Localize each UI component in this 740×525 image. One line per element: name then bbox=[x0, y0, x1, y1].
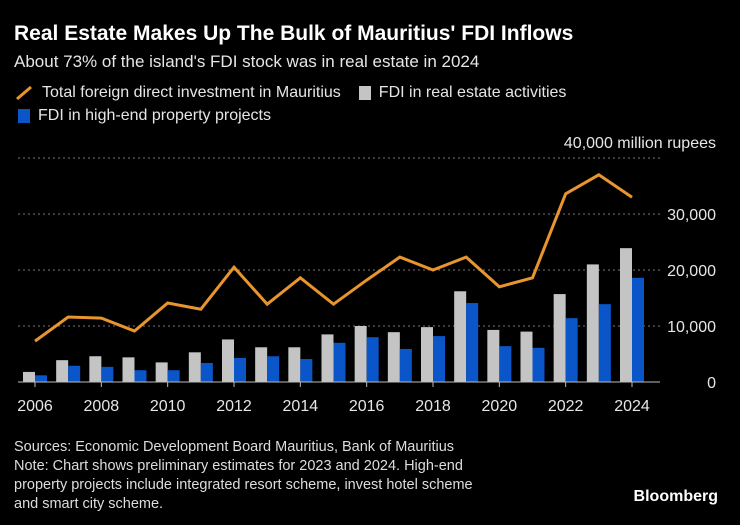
bar-high-end-2012 bbox=[234, 357, 246, 382]
x-tick-label: 2016 bbox=[349, 398, 385, 415]
bar-real-estate-2007 bbox=[56, 360, 69, 382]
bar-high-end-2019 bbox=[466, 303, 479, 382]
footer: Sources: Economic Development Board Maur… bbox=[14, 438, 473, 514]
unit-label: 40,000 million rupees bbox=[564, 135, 716, 152]
bar-high-end-2014 bbox=[300, 359, 313, 382]
line-swatch-icon bbox=[16, 85, 32, 101]
line-total-fdi bbox=[34, 173, 633, 343]
x-tick-label: 2008 bbox=[84, 398, 120, 415]
bar-high-end-2013 bbox=[267, 356, 280, 382]
bar-high-end-2024 bbox=[632, 277, 644, 382]
bar-real-estate-2008 bbox=[89, 356, 102, 382]
bar-real-estate-2006 bbox=[23, 371, 35, 382]
note-text: and smart city scheme. bbox=[14, 496, 164, 512]
y-tick-label: 10,000 bbox=[667, 319, 716, 336]
bar-high-end-2006 bbox=[35, 375, 47, 382]
note-text: Note: Chart shows preliminary estimates … bbox=[14, 458, 463, 474]
bar-swatch-icon bbox=[18, 109, 30, 123]
chart-subtitle: About 73% of the island's FDI stock was … bbox=[14, 52, 480, 71]
legend-label: Total foreign direct investment in Mauri… bbox=[42, 84, 341, 101]
legend-label: FDI in high-end property projects bbox=[38, 107, 271, 124]
x-tick-label: 2024 bbox=[614, 398, 650, 415]
bar-high-end-2007 bbox=[68, 365, 81, 382]
bar-high-end-2008 bbox=[101, 366, 114, 382]
y-tick-label: 30,000 bbox=[667, 207, 716, 224]
x-tick-label: 2022 bbox=[548, 398, 584, 415]
bar-high-end-2018 bbox=[433, 336, 445, 382]
x-tick-label: 2006 bbox=[17, 398, 53, 415]
bar-high-end-2011 bbox=[200, 362, 213, 382]
bar-high-end-2015 bbox=[333, 342, 346, 382]
bar-real-estate-2017 bbox=[387, 332, 400, 382]
legend-item-high-end: FDI in high-end property projects bbox=[14, 107, 271, 125]
x-tick-label: 2012 bbox=[216, 398, 252, 415]
bar-high-end-2021 bbox=[532, 347, 545, 382]
y-tick-label: 0 bbox=[707, 375, 716, 392]
bar-high-end-2022 bbox=[565, 318, 578, 382]
bar-real-estate-2014 bbox=[288, 347, 301, 382]
bar-real-estate-2013 bbox=[255, 347, 268, 382]
bloomberg-logo: Bloomberg bbox=[633, 488, 718, 505]
y-tick-label: 20,000 bbox=[667, 263, 716, 280]
bar-real-estate-2009 bbox=[122, 357, 135, 382]
bar-real-estate-2016 bbox=[354, 326, 367, 382]
bar-real-estate-2018 bbox=[421, 327, 433, 382]
bar-high-end-2020 bbox=[499, 346, 512, 382]
bar-real-estate-2012 bbox=[222, 339, 234, 382]
bar-high-end-2010 bbox=[167, 370, 180, 382]
bar-real-estate-2019 bbox=[454, 291, 467, 382]
bar-high-end-2023 bbox=[598, 304, 611, 382]
bar-real-estate-2023 bbox=[586, 264, 599, 382]
legend-item-total: Total foreign direct investment in Mauri… bbox=[14, 84, 341, 102]
bar-swatch-icon bbox=[358, 86, 371, 100]
bar-real-estate-2021 bbox=[520, 331, 533, 382]
chart-title: Real Estate Makes Up The Bulk of Mauriti… bbox=[14, 22, 574, 45]
legend-item-real-estate: FDI in real estate activities bbox=[358, 84, 567, 102]
legend-label: FDI in real estate activities bbox=[378, 84, 567, 101]
x-tick-label: 2010 bbox=[150, 398, 186, 415]
bar-real-estate-2020 bbox=[487, 329, 500, 382]
bar-real-estate-2024 bbox=[620, 248, 632, 382]
bar-real-estate-2010 bbox=[155, 362, 168, 382]
bar-high-end-2009 bbox=[134, 370, 147, 382]
x-tick-label: 2014 bbox=[283, 398, 319, 415]
x-tick-label: 2018 bbox=[415, 398, 451, 415]
note-text: property projects include integrated res… bbox=[14, 477, 473, 493]
bar-real-estate-2022 bbox=[553, 294, 566, 382]
bar-high-end-2017 bbox=[399, 348, 412, 382]
legend: Total foreign direct investment in Mauri… bbox=[14, 84, 566, 102]
plot-area: 40,000 million rupees 0 10,000 20,000 30,00… bbox=[17, 135, 716, 415]
bar-real-estate-2015 bbox=[321, 334, 334, 382]
bar-high-end-2016 bbox=[366, 337, 379, 382]
bar-real-estate-2011 bbox=[188, 352, 201, 382]
sources-text: Sources: Economic Development Board Maur… bbox=[14, 439, 455, 455]
x-tick-label: 2020 bbox=[482, 398, 518, 415]
